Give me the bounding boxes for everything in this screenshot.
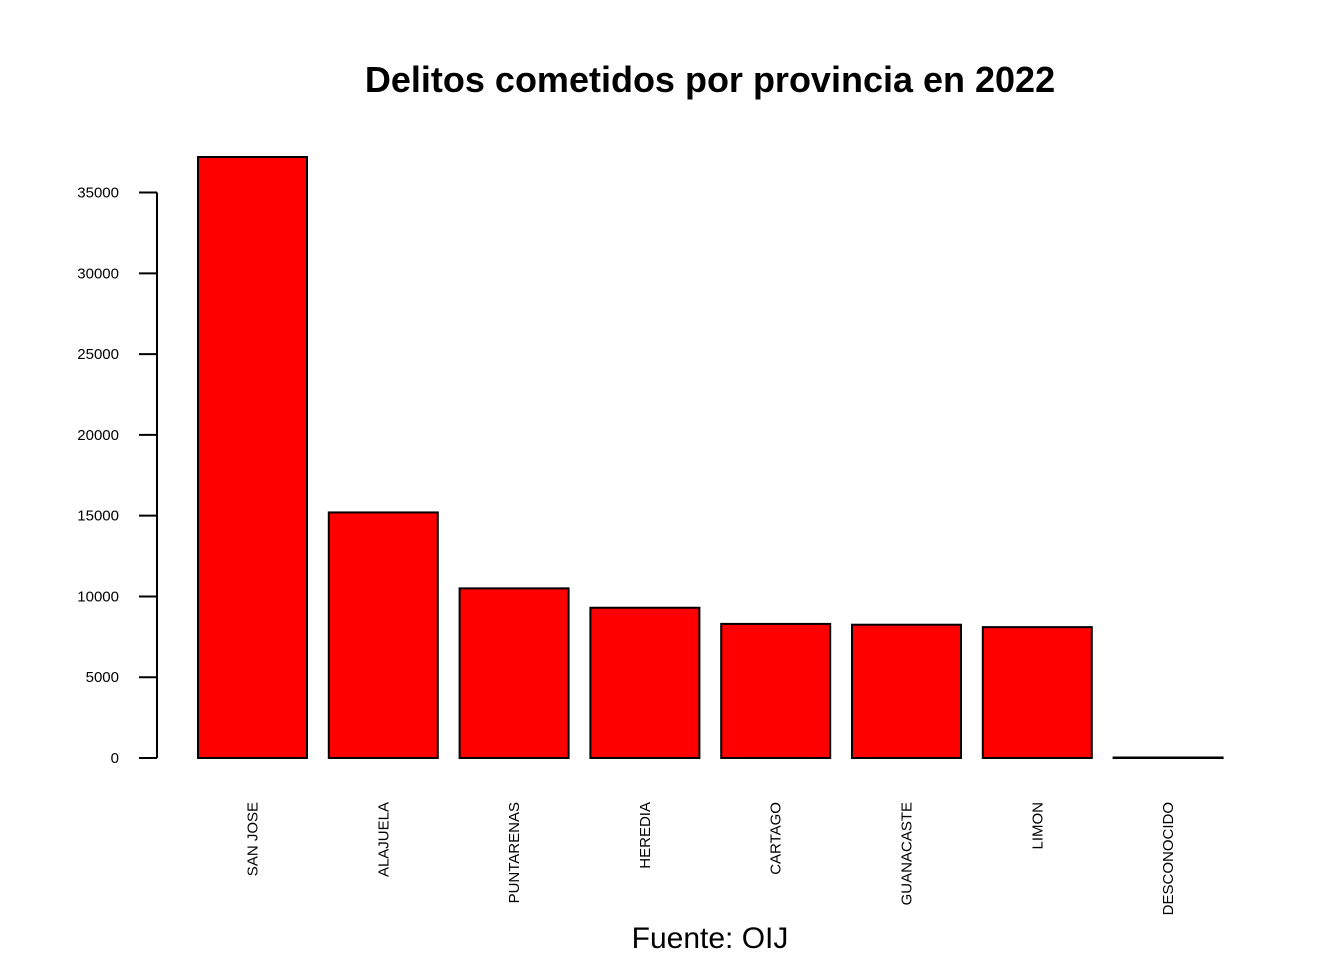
y-tick-label: 5000 (86, 669, 119, 686)
bar-heredia (589, 606, 701, 759)
x-category-label: SAN JOSE (245, 802, 262, 876)
x-axis-labels: SAN JOSE ALAJUELA PUNTARENAS HEREDIA CARTAGO… (245, 802, 1178, 915)
y-tick-label: 15000 (77, 508, 119, 525)
x-category-label: GUANACASTE (899, 802, 916, 905)
y-tick-label: 30000 (77, 265, 119, 282)
bars-group (197, 156, 1224, 760)
bar-desconocido (1112, 756, 1224, 759)
bar-puntarenas (458, 587, 570, 760)
x-category-label: DESCONOCIDO (1160, 802, 1177, 915)
bar-alajuela (327, 511, 439, 759)
bar-cartago (720, 622, 832, 759)
x-category-label: ALAJUELA (375, 802, 392, 877)
y-axis: 0 5000 10000 15000 20000 25000 30000 35000 (77, 185, 158, 767)
bar-guanacaste (851, 623, 962, 759)
x-category-label: LIMON (1029, 802, 1046, 850)
y-tick-label: 25000 (77, 346, 119, 363)
y-tick-label: 35000 (77, 185, 119, 202)
bar-limon (981, 626, 1093, 759)
x-axis-caption: Fuente: OIJ (632, 922, 789, 955)
x-category-label: HEREDIA (637, 802, 654, 869)
x-category-label: CARTAGO (768, 802, 785, 875)
y-tick-label: 20000 (77, 427, 119, 444)
x-category-label: PUNTARENAS (506, 802, 523, 903)
chart-title: Delitos cometidos por provincia en 2022 (365, 59, 1055, 100)
y-tick-label: 0 (111, 750, 119, 767)
bar-san-jose (197, 156, 308, 759)
y-tick-label: 10000 (77, 588, 119, 605)
